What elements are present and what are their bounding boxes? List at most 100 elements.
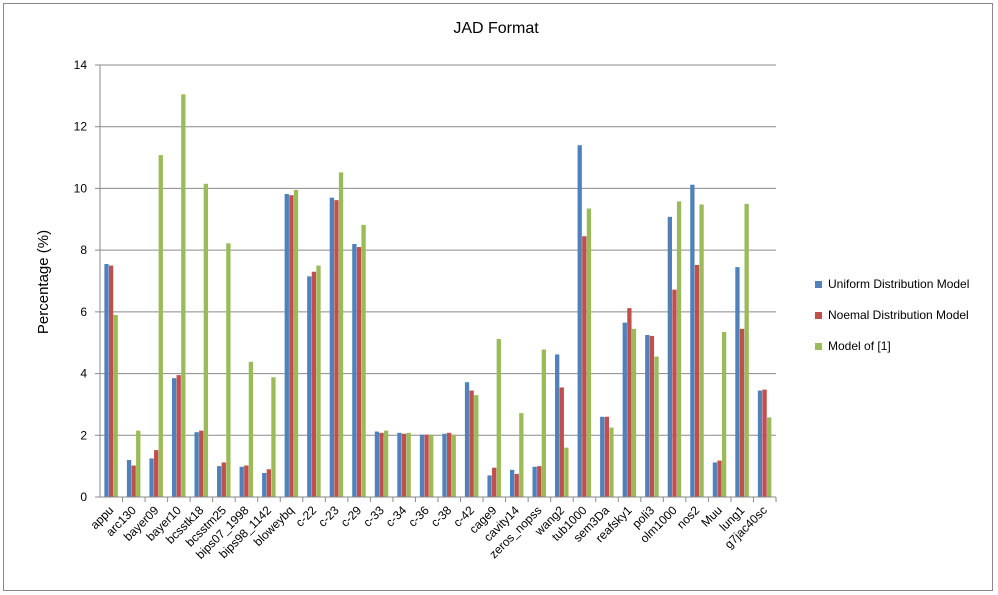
bar-uniform-distribution-model-c-29 xyxy=(352,243,357,497)
x-tick-label: c-33 xyxy=(360,503,387,530)
legend-item: Noemal Distribution Model xyxy=(815,307,969,323)
y-tick-labels: 0 2 4 6 8 10 12 14 xyxy=(74,58,100,504)
bar-model-of-1--bips98-1142 xyxy=(271,377,276,497)
bar-noemal-distribution-model-bips07-1998 xyxy=(244,465,249,497)
bar-model-of-1--muu xyxy=(721,331,727,497)
bar-model-of-1--bcsstm25 xyxy=(226,243,231,497)
legend: Uniform Distribution Model Noemal Distrib… xyxy=(815,276,969,369)
bar-noemal-distribution-model-bcsstk18 xyxy=(199,430,204,497)
bar-uniform-distribution-model-g7jac40sc xyxy=(757,390,763,497)
bar-uniform-distribution-model-bips07-1998 xyxy=(239,466,244,497)
bar-model-of-1--sem3da xyxy=(609,427,614,497)
bar-model-of-1--bcsstk18 xyxy=(203,183,208,498)
bar-model-of-1--bayer09 xyxy=(158,155,163,498)
bars xyxy=(104,94,772,498)
bar-noemal-distribution-model-muu xyxy=(717,460,722,497)
bar-model-of-1--c-34 xyxy=(406,432,411,497)
bar-uniform-distribution-model-zeros-nopss xyxy=(532,466,537,497)
bar-uniform-distribution-model-c-36 xyxy=(419,434,425,497)
bar-model-of-1--bips07-1998 xyxy=(248,361,254,497)
bar-uniform-distribution-model-cavity14 xyxy=(509,469,515,497)
bar-noemal-distribution-model-sem3da xyxy=(604,416,609,497)
bar-noemal-distribution-model-tub1000 xyxy=(582,236,587,497)
x-tick-label: c-22 xyxy=(293,503,320,530)
bar-noemal-distribution-model-c-22 xyxy=(311,271,317,497)
bar-noemal-distribution-model-reafsky1 xyxy=(627,308,632,497)
bar-noemal-distribution-model-c-36 xyxy=(424,434,429,497)
legend-label: Noemal Distribution Model xyxy=(828,308,969,322)
y-tick-label: 4 xyxy=(80,367,87,381)
bar-uniform-distribution-model-c-38 xyxy=(442,433,447,497)
legend-swatch xyxy=(815,342,822,350)
bar-model-of-1--arc130 xyxy=(136,430,141,497)
bar-uniform-distribution-model-olm1000 xyxy=(667,216,672,497)
bar-model-of-1--tub1000 xyxy=(586,208,592,497)
x-tick-label: nos2 xyxy=(674,503,703,532)
bar-noemal-distribution-model-olm1000 xyxy=(672,289,677,497)
bar-noemal-distribution-model-appu xyxy=(108,265,114,497)
bar-uniform-distribution-model-lung1 xyxy=(735,267,740,497)
bar-uniform-distribution-model-c-33 xyxy=(374,431,380,497)
bar-uniform-distribution-model-reafsky1 xyxy=(622,322,627,497)
bar-uniform-distribution-model-poli3 xyxy=(645,335,650,497)
bar-model-of-1--zeros-nopss xyxy=(541,349,546,497)
legend-item: Uniform Distribution Model xyxy=(815,276,969,292)
y-tick-label: 6 xyxy=(80,305,87,319)
bar-model-of-1--g7jac40sc xyxy=(767,417,772,497)
bar-uniform-distribution-model-bcsstm25 xyxy=(217,466,222,497)
bar-uniform-distribution-model-muu xyxy=(712,462,718,497)
bar-uniform-distribution-model-sem3da xyxy=(600,416,605,497)
y-axis-label: Percentage (%) xyxy=(35,230,52,334)
x-tick-labels: appuarc130bayer09bayer10bcsstk18bcsstm25… xyxy=(88,497,777,562)
bar-model-of-1--appu xyxy=(113,314,118,497)
legend-swatch xyxy=(815,311,822,319)
bar-model-of-1--poli3 xyxy=(654,356,659,497)
bar-noemal-distribution-model-c-29 xyxy=(356,247,362,497)
bar-uniform-distribution-model-nos2 xyxy=(690,184,695,497)
y-tick-label: 0 xyxy=(80,490,87,504)
legend-label: Model of [1] xyxy=(828,339,891,353)
bar-model-of-1--c-38 xyxy=(451,434,456,497)
bar-model-of-1--olm1000 xyxy=(676,201,682,498)
bar-model-of-1--c-36 xyxy=(429,434,434,497)
bar-uniform-distribution-model-bayer10 xyxy=(171,378,177,497)
bar-model-of-1--cavity14 xyxy=(519,413,524,497)
bar-noemal-distribution-model-c-23 xyxy=(334,200,339,497)
bar-uniform-distribution-model-bcsstk18 xyxy=(194,432,199,497)
bar-noemal-distribution-model-c-42 xyxy=(469,390,474,497)
bar-uniform-distribution-model-c-34 xyxy=(397,432,402,497)
bar-uniform-distribution-model-c-22 xyxy=(307,276,312,497)
bar-model-of-1--c-33 xyxy=(383,430,389,497)
bar-model-of-1--bloweybq xyxy=(293,189,299,497)
bar-model-of-1--bayer10 xyxy=(181,94,186,498)
bar-noemal-distribution-model-poli3 xyxy=(649,335,655,497)
bar-noemal-distribution-model-zeros-nopss xyxy=(537,466,542,497)
bar-noemal-distribution-model-lung1 xyxy=(739,328,745,497)
bar-noemal-distribution-model-c-34 xyxy=(401,433,407,497)
bar-noemal-distribution-model-nos2 xyxy=(694,264,700,497)
bar-uniform-distribution-model-c-42 xyxy=(464,382,470,497)
bar-model-of-1--c-29 xyxy=(361,224,366,497)
bar-model-of-1--wang2 xyxy=(564,447,569,497)
bar-model-of-1--reafsky1 xyxy=(631,328,637,497)
bar-noemal-distribution-model-bcsstm25 xyxy=(221,462,226,497)
x-tick-label: c-34 xyxy=(383,503,410,530)
bar-model-of-1--nos2 xyxy=(699,204,704,497)
chart-title: JAD Format xyxy=(453,20,539,37)
bar-uniform-distribution-model-c-23 xyxy=(329,197,334,497)
x-tick-label: c-36 xyxy=(405,503,432,530)
bar-uniform-distribution-model-appu xyxy=(104,264,109,497)
bar-uniform-distribution-model-arc130 xyxy=(126,459,132,497)
y-tick-label: 10 xyxy=(74,181,88,195)
bar-noemal-distribution-model-g7jac40sc xyxy=(762,389,767,497)
bar-noemal-distribution-model-wang2 xyxy=(559,387,564,497)
legend-label: Uniform Distribution Model xyxy=(828,277,970,291)
gridlines xyxy=(100,64,776,436)
bar-noemal-distribution-model-c-33 xyxy=(379,432,384,497)
bar-uniform-distribution-model-bayer09 xyxy=(149,458,154,497)
y-tick-label: 12 xyxy=(74,120,88,134)
bar-noemal-distribution-model-bayer09 xyxy=(154,450,159,497)
bar-uniform-distribution-model-bloweybq xyxy=(284,193,289,498)
bar-model-of-1--lung1 xyxy=(744,203,749,497)
